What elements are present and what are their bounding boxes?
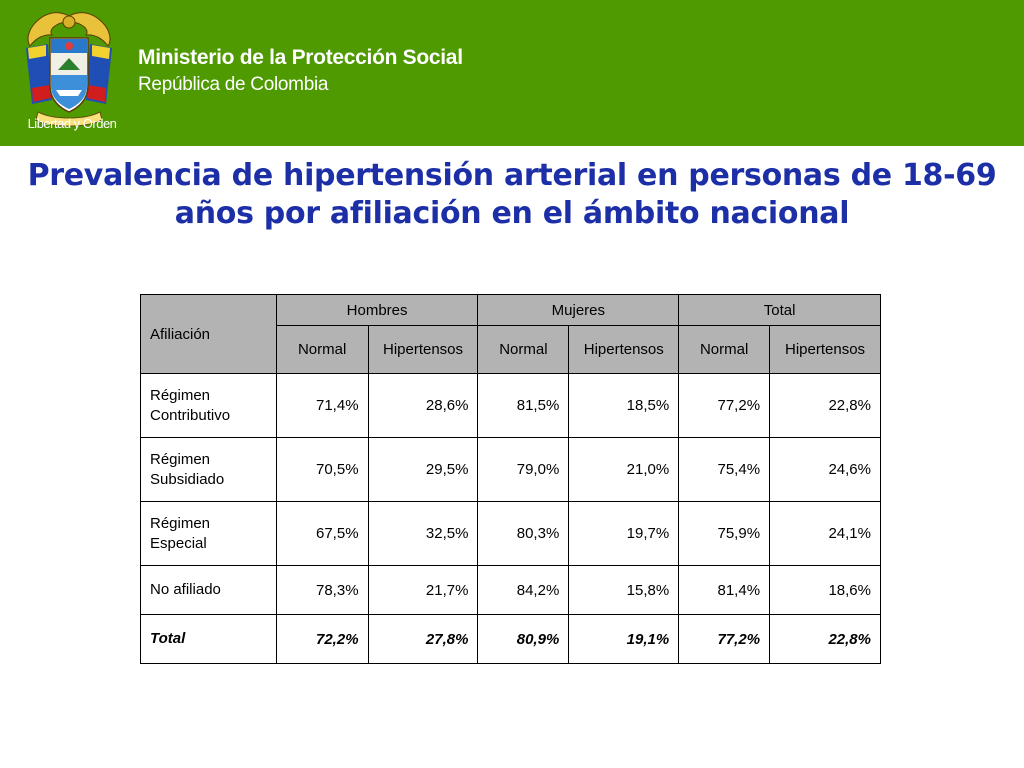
total-label: Total [140, 614, 277, 664]
cell-value: 18,5% [568, 373, 680, 438]
subheader-hipertensos: Hipertensos [769, 325, 881, 374]
total-value: 19,1% [568, 614, 680, 664]
cell-value: 29,5% [367, 437, 479, 502]
subheader-normal: Normal [275, 325, 369, 374]
ministry-name: Ministerio de la Protección Social [138, 46, 463, 69]
cell-value: 15,8% [568, 565, 680, 615]
cell-value: 32,5% [367, 501, 479, 566]
cell-value: 80,3% [477, 501, 570, 566]
page-title: Prevalencia de hipertensión arterial en … [27, 158, 997, 231]
table-row: Régimen Contributivo 71,4% 28,6% 81,5% 1… [140, 373, 881, 438]
table-total-row: Total 72,2% 27,8% 80,9% 19,1% 77,2% 22,8… [140, 614, 881, 664]
group-header-hombres: Hombres [275, 294, 479, 326]
cell-value: 22,8% [769, 373, 881, 438]
subheader-hipertensos: Hipertensos [568, 325, 680, 374]
afiliacion-header: Afiliación [140, 294, 277, 374]
cell-value: 21,7% [367, 565, 479, 615]
table-row: No afiliado 78,3% 21,7% 84,2% 15,8% 81,4… [140, 565, 881, 615]
group-header-total: Total [678, 294, 881, 326]
total-value: 27,8% [367, 614, 479, 664]
cell-value: 75,4% [678, 437, 771, 502]
table-subheader-row: Normal Hipertensos Normal Hipertensos No… [141, 325, 881, 374]
group-header-mujeres: Mujeres [477, 294, 680, 326]
table-header-group-row: Afiliación Hombres Mujeres Total [140, 294, 881, 374]
total-value: 80,9% [477, 614, 570, 664]
prevalence-table: Afiliación Hombres Mujeres Total Normal … [140, 294, 881, 664]
table-row: Régimen Especial 67,5% 32,5% 80,3% 19,7%… [140, 501, 881, 566]
row-label: Régimen Especial [140, 501, 277, 566]
cell-value: 79,0% [477, 437, 570, 502]
cell-value: 67,5% [275, 501, 369, 566]
cell-value: 81,4% [678, 565, 771, 615]
cell-value: 84,2% [477, 565, 570, 615]
total-value: 72,2% [275, 614, 369, 664]
cell-value: 78,3% [275, 565, 369, 615]
table-row: Régimen Subsidiado 70,5% 29,5% 79,0% 21,… [140, 437, 881, 502]
row-label: Régimen Subsidiado [140, 437, 277, 502]
cell-value: 19,7% [568, 501, 680, 566]
cell-value: 70,5% [275, 437, 369, 502]
subheader-normal: Normal [477, 325, 570, 374]
cell-value: 24,6% [769, 437, 881, 502]
subheader-normal: Normal [678, 325, 771, 374]
colombia-coat-of-arms-icon [26, 12, 112, 127]
row-label: Régimen Contributivo [140, 373, 277, 438]
cell-value: 21,0% [568, 437, 680, 502]
cell-value: 18,6% [769, 565, 881, 615]
cell-value: 71,4% [275, 373, 369, 438]
republic-name: República de Colombia [138, 74, 329, 95]
total-value: 77,2% [678, 614, 771, 664]
motto: Libertad y Orden [27, 116, 117, 131]
header-text: Ministerio de la Protección Social Repúb… [138, 44, 463, 98]
row-label: No afiliado [140, 565, 277, 615]
cell-value: 24,1% [769, 501, 881, 566]
cell-value: 28,6% [367, 373, 479, 438]
total-value: 22,8% [769, 614, 881, 664]
cell-value: 77,2% [678, 373, 771, 438]
header-banner: Libertad y Orden Ministerio de la Protec… [0, 0, 1024, 146]
cell-value: 75,9% [678, 501, 771, 566]
cell-value: 81,5% [477, 373, 570, 438]
subheader-hipertensos: Hipertensos [367, 325, 479, 374]
